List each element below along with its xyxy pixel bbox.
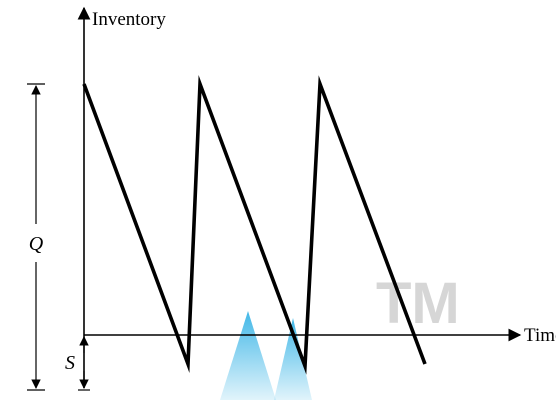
time-axis-label: Time [524,325,556,346]
s-label: S [65,352,75,374]
watermark-logo: TM [220,271,460,400]
q-label: Q [29,233,44,255]
watermark-triangle-right [274,318,312,400]
inventory-level-sawtooth [82,75,427,375]
watermark-triangle-left [220,311,276,400]
inventory-axis-label: Inventory [92,9,166,30]
watermark-text: TM [376,271,460,336]
